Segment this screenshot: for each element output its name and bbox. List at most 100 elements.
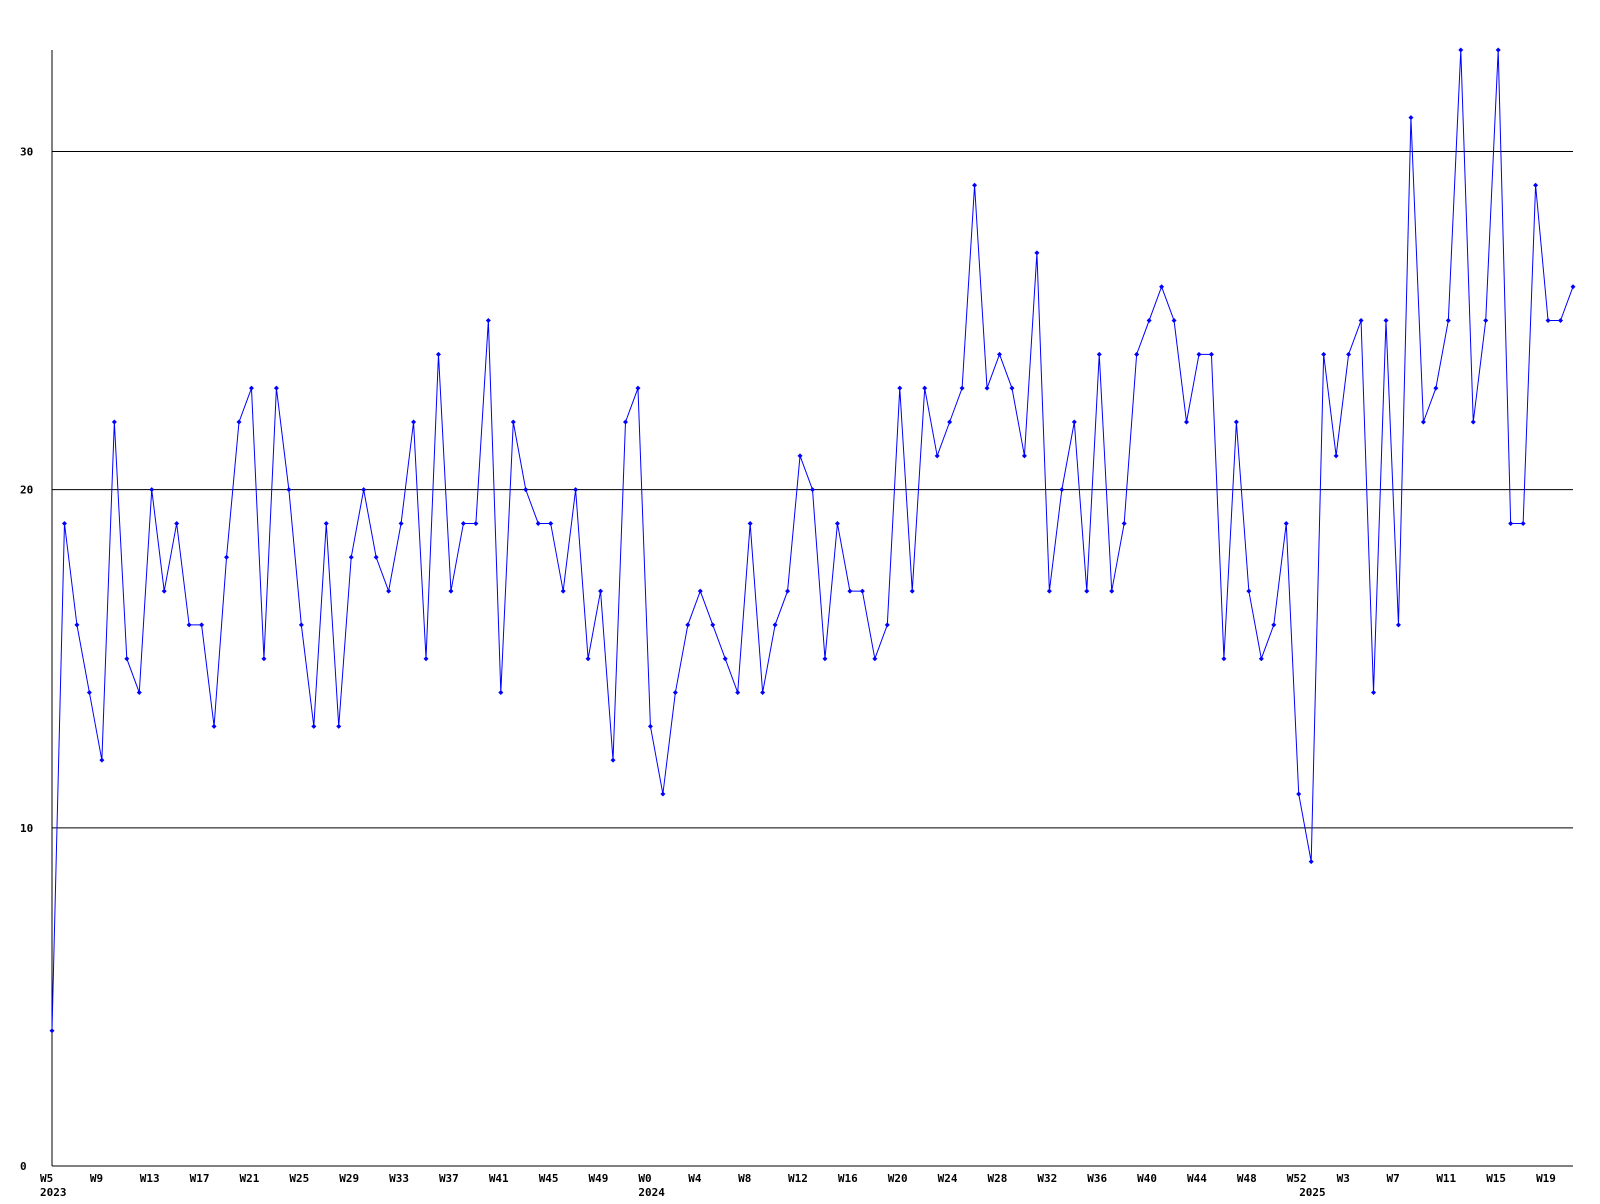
point <box>747 520 753 526</box>
point <box>685 622 691 628</box>
point <box>311 723 317 729</box>
year-label: 2024 <box>638 1186 665 1199</box>
point <box>548 520 554 526</box>
point <box>1420 419 1426 425</box>
x-tick-label: W25 <box>289 1172 309 1185</box>
point <box>348 554 354 560</box>
point <box>884 622 890 628</box>
point <box>598 588 604 594</box>
point <box>922 385 928 391</box>
point <box>934 453 940 459</box>
point <box>1221 656 1227 662</box>
x-tick-label: W41 <box>489 1172 509 1185</box>
x-tick-label: W16 <box>838 1172 858 1185</box>
point <box>573 487 579 493</box>
point <box>61 520 67 526</box>
point <box>872 656 878 662</box>
point <box>997 351 1003 357</box>
y-tick-label: 20 <box>20 484 33 497</box>
point <box>224 554 230 560</box>
x-tick-label: W32 <box>1037 1172 1057 1185</box>
x-tick-label: W3 <box>1337 1172 1350 1185</box>
point <box>1071 419 1077 425</box>
point <box>660 791 666 797</box>
point <box>1321 351 1327 357</box>
x-tick-label: W36 <box>1087 1172 1107 1185</box>
point <box>286 487 292 493</box>
point <box>710 622 716 628</box>
point <box>1395 622 1401 628</box>
point <box>174 520 180 526</box>
x-tick-label: W48 <box>1237 1172 1257 1185</box>
point <box>672 690 678 696</box>
point <box>1383 318 1389 324</box>
x-tick-label: W8 <box>738 1172 751 1185</box>
point <box>1433 385 1439 391</box>
point <box>972 182 978 188</box>
point <box>323 520 329 526</box>
point <box>822 656 828 662</box>
point <box>435 351 441 357</box>
point <box>1508 520 1514 526</box>
point <box>1495 47 1501 53</box>
point <box>1271 622 1277 628</box>
point <box>797 453 803 459</box>
point <box>423 656 429 662</box>
point <box>211 723 217 729</box>
point <box>1346 351 1352 357</box>
point <box>298 622 304 628</box>
point <box>1159 284 1165 290</box>
point <box>1059 487 1065 493</box>
point <box>1146 318 1152 324</box>
x-tick-label: W45 <box>539 1172 559 1185</box>
point <box>1246 588 1252 594</box>
point <box>1258 656 1264 662</box>
point <box>1371 690 1377 696</box>
point <box>1096 351 1102 357</box>
point <box>1171 318 1177 324</box>
point <box>647 723 653 729</box>
x-tick-label: W28 <box>988 1172 1008 1185</box>
point <box>261 656 267 662</box>
series-line <box>51 49 1574 1031</box>
point <box>49 1028 55 1034</box>
x-tick-label: W5 <box>40 1172 53 1185</box>
point <box>1358 318 1364 324</box>
point <box>610 757 616 763</box>
point <box>86 690 92 696</box>
point <box>1009 385 1015 391</box>
point <box>460 520 466 526</box>
point <box>1545 318 1551 324</box>
x-tick-label: W12 <box>788 1172 808 1185</box>
x-tick-label: W37 <box>439 1172 459 1185</box>
point <box>847 588 853 594</box>
point <box>136 690 142 696</box>
x-tick-label: W21 <box>239 1172 259 1185</box>
point <box>199 622 205 628</box>
x-tick-label: W11 <box>1436 1172 1456 1185</box>
point <box>1296 791 1302 797</box>
point <box>386 588 392 594</box>
point <box>1308 859 1314 865</box>
point <box>124 656 130 662</box>
point <box>1483 318 1489 324</box>
year-label: 2025 <box>1299 1186 1326 1199</box>
point <box>1121 520 1127 526</box>
point <box>897 385 903 391</box>
point <box>361 487 367 493</box>
point <box>810 487 815 493</box>
point <box>1445 318 1451 324</box>
point <box>99 757 105 763</box>
x-tick-label: W7 <box>1386 1172 1399 1185</box>
point <box>373 554 379 560</box>
point <box>1520 520 1526 526</box>
point <box>1109 588 1115 594</box>
x-tick-label: W19 <box>1536 1172 1556 1185</box>
point <box>1196 351 1202 357</box>
point <box>722 656 728 662</box>
point <box>785 588 791 594</box>
point <box>1333 453 1339 459</box>
point <box>735 690 741 696</box>
point <box>523 487 529 493</box>
x-tick-label: W9 <box>90 1172 103 1185</box>
